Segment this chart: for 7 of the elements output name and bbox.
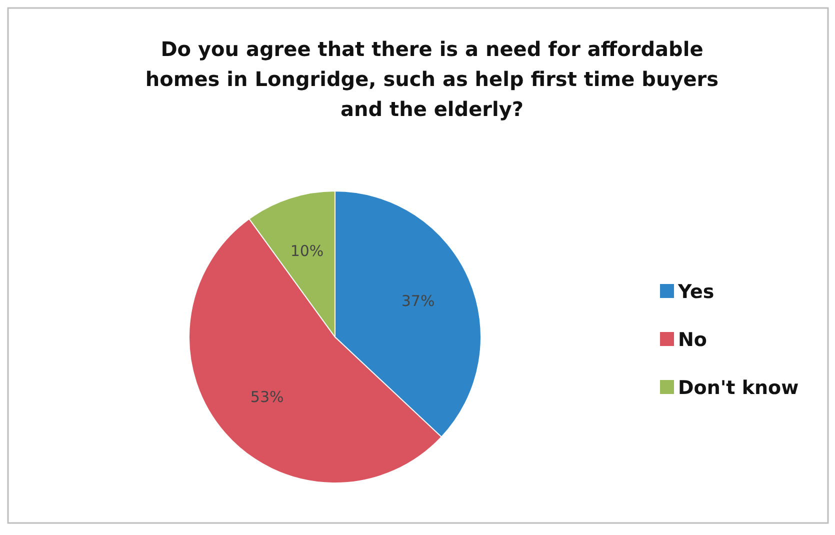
data-label: 10%	[290, 242, 324, 260]
data-label: 53%	[250, 388, 284, 406]
legend-label: Don't know	[678, 377, 799, 399]
legend-label: Yes	[677, 281, 714, 303]
legend-label: No	[678, 329, 707, 351]
data-label: 37%	[401, 292, 435, 310]
chart-title: Do you agree that there is a need for affordable homes in Longridge, such as help first time buyers and the elderly?	[145, 37, 719, 121]
